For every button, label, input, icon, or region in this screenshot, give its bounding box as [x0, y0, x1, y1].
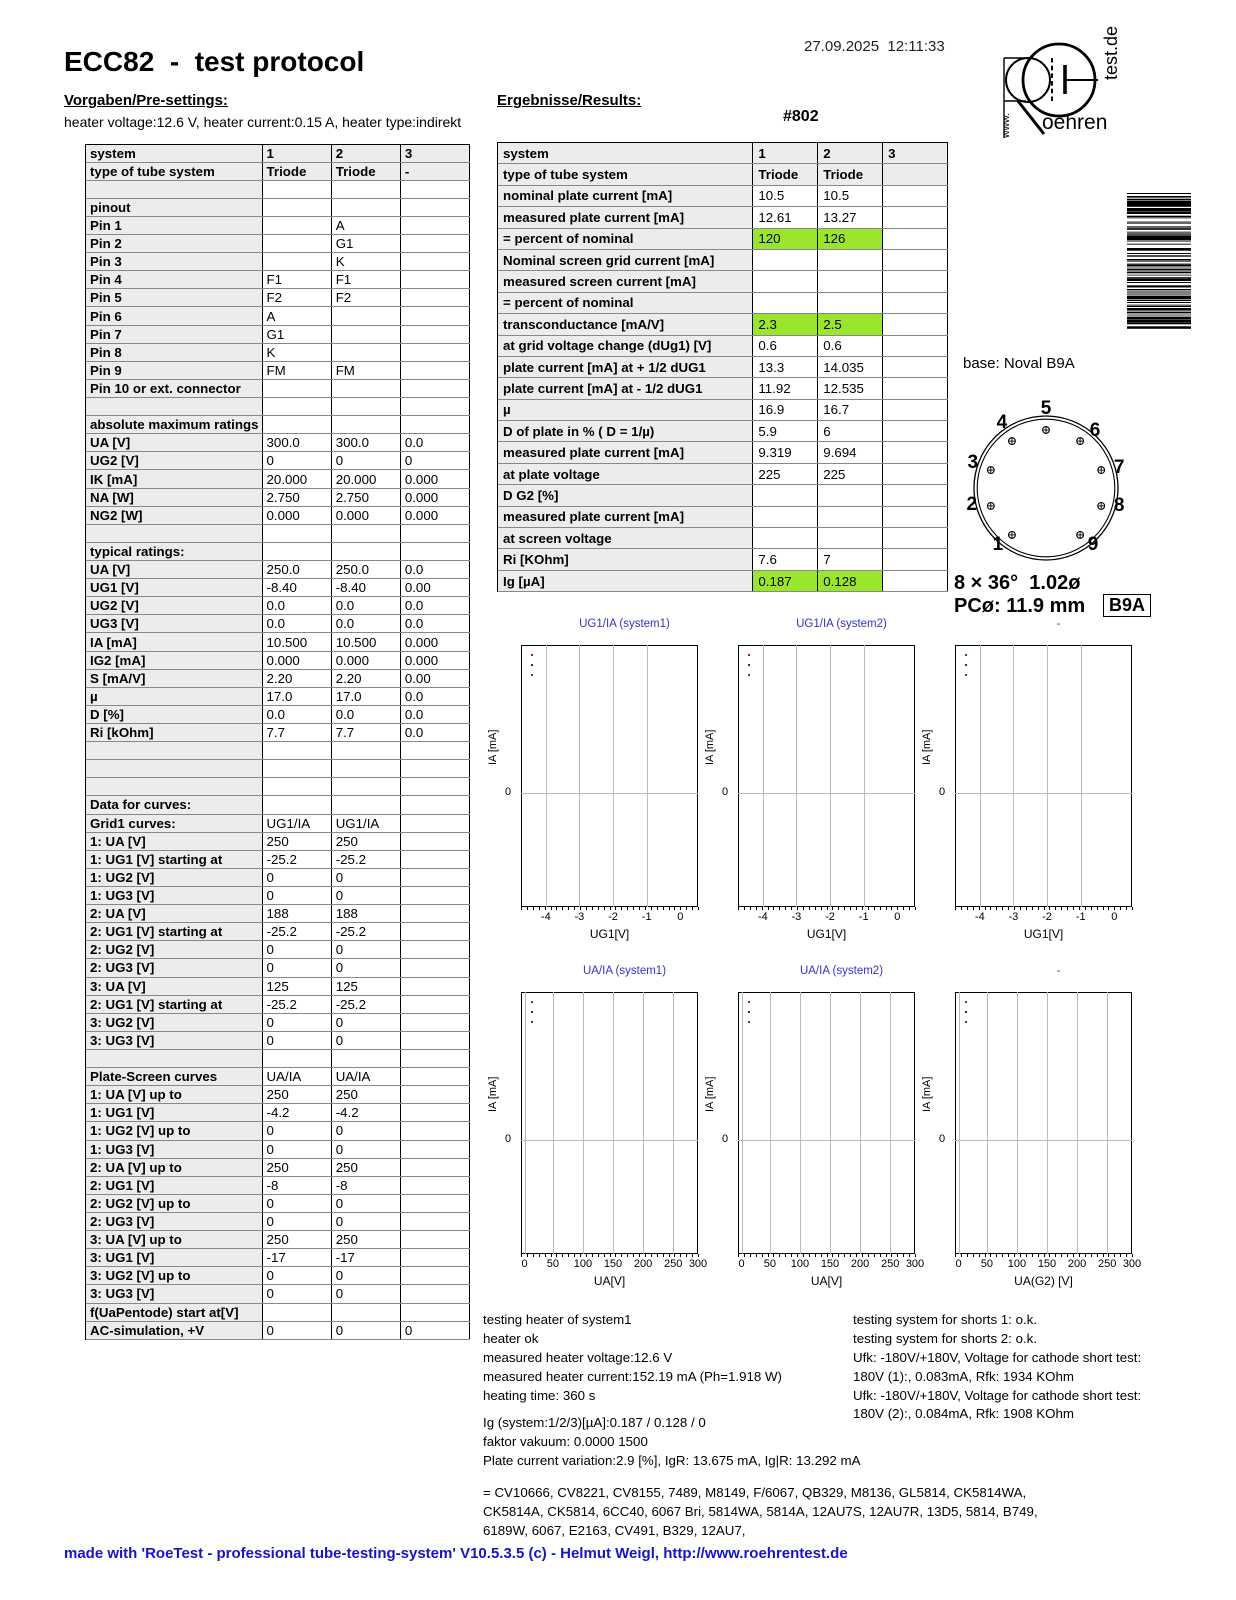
svg-text:3: 3 [968, 452, 979, 473]
svg-text:test.de: test.de [1101, 26, 1121, 80]
svg-text:9: 9 [1088, 534, 1099, 555]
svg-text:5: 5 [1041, 398, 1052, 419]
svg-text:6: 6 [1090, 420, 1101, 441]
svg-text:4: 4 [997, 412, 1008, 433]
svg-text:www.: www. [1000, 113, 1012, 139]
svg-text:2: 2 [967, 494, 978, 515]
svg-text:1: 1 [993, 534, 1004, 555]
svg-text:7: 7 [1114, 457, 1125, 478]
svg-text:8: 8 [1114, 495, 1125, 516]
svg-text:oehren: oehren [1042, 111, 1107, 134]
